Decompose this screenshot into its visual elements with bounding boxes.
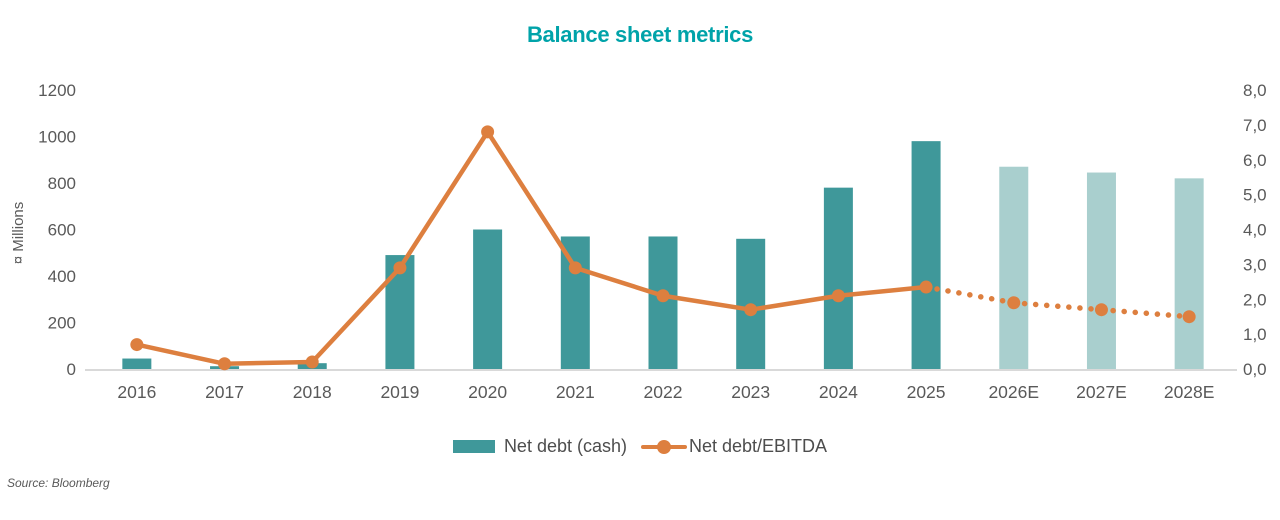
bar xyxy=(648,236,678,369)
line-marker xyxy=(130,338,144,352)
line-marker xyxy=(568,261,582,275)
right-tick-label: 1,0 xyxy=(1243,325,1267,344)
line-marker xyxy=(1182,310,1196,324)
bar-forecast xyxy=(999,166,1029,369)
right-tick-label: 7,0 xyxy=(1243,116,1267,135)
x-axis-label: 2026E xyxy=(988,382,1039,402)
left-tick-label: 1200 xyxy=(38,81,76,100)
line-marker xyxy=(831,289,845,303)
left-tick-label: 200 xyxy=(48,314,76,333)
bar xyxy=(823,187,853,369)
bar xyxy=(911,141,941,369)
chart-title: Balance sheet metrics xyxy=(526,22,754,47)
legend-label-ebitda: Net debt/EBITDA xyxy=(689,436,828,456)
bar xyxy=(473,229,503,369)
x-axis-label: 2025 xyxy=(907,382,946,402)
source-note: Source: Bloomberg xyxy=(7,476,110,490)
line-marker xyxy=(744,303,758,317)
bar xyxy=(560,236,590,369)
bar-forecast xyxy=(1174,178,1204,369)
x-axis-label: 2021 xyxy=(556,382,595,402)
left-axis-ticks: 0 200 400 600 800 1000 1200 xyxy=(38,81,76,379)
x-axis-label: 2028E xyxy=(1164,382,1215,402)
line-marker xyxy=(393,261,407,275)
legend-item-ebitda: Net debt/EBITDA xyxy=(641,436,827,457)
right-axis-ticks: 0,0 1,0 2,0 3,0 4,0 5,0 6,0 7,0 8,0 xyxy=(1243,81,1267,379)
x-axis-label: 2020 xyxy=(468,382,507,402)
left-tick-label: 800 xyxy=(48,174,76,193)
right-tick-label: 5,0 xyxy=(1243,186,1267,205)
bar-forecast xyxy=(1086,172,1116,369)
left-tick-label: 400 xyxy=(48,267,76,286)
left-tick-label: 600 xyxy=(48,221,76,240)
x-axis-label: 2017 xyxy=(205,382,244,402)
x-axis-label: 2027E xyxy=(1076,382,1127,402)
right-tick-label: 4,0 xyxy=(1243,221,1267,240)
line-swatch-icon xyxy=(641,439,687,454)
x-axis-label: 2024 xyxy=(819,382,858,402)
x-axis-label: 2022 xyxy=(644,382,683,402)
left-tick-label: 0 xyxy=(67,360,76,379)
line-marker xyxy=(1094,303,1108,317)
right-tick-label: 8,0 xyxy=(1243,81,1267,100)
left-tick-label: 1000 xyxy=(38,128,76,147)
legend-label-net-debt: Net debt (cash) xyxy=(503,436,627,456)
bar xyxy=(122,358,152,369)
right-tick-label: 2,0 xyxy=(1243,290,1267,309)
legend: Net debt (cash) Net debt/EBITDA xyxy=(0,436,1280,457)
line-marker xyxy=(305,355,319,369)
x-axis-label: 2019 xyxy=(380,382,419,402)
bar-series xyxy=(122,141,1204,369)
line-solid-segment xyxy=(134,129,929,367)
right-tick-label: 3,0 xyxy=(1243,255,1267,274)
line-marker xyxy=(1007,296,1021,310)
right-tick-label: 6,0 xyxy=(1243,151,1267,170)
line-marker xyxy=(656,289,670,303)
x-axis-label: 2018 xyxy=(293,382,332,402)
x-axis-label: 2023 xyxy=(731,382,770,402)
line-marker xyxy=(218,357,232,371)
bar-swatch-icon xyxy=(452,440,495,453)
line-marker xyxy=(919,280,933,294)
legend-item-net-debt: Net debt (cash) xyxy=(452,436,627,457)
right-tick-label: 0,0 xyxy=(1243,360,1267,379)
line-series xyxy=(130,125,1196,371)
line-dotted-segment xyxy=(923,284,1192,320)
x-axis-label: 2016 xyxy=(117,382,156,402)
x-axis-labels: 2016 2017 2018 2019 2020 2021 2022 2023 2024 2025… xyxy=(117,382,1214,402)
line-marker xyxy=(481,125,495,139)
